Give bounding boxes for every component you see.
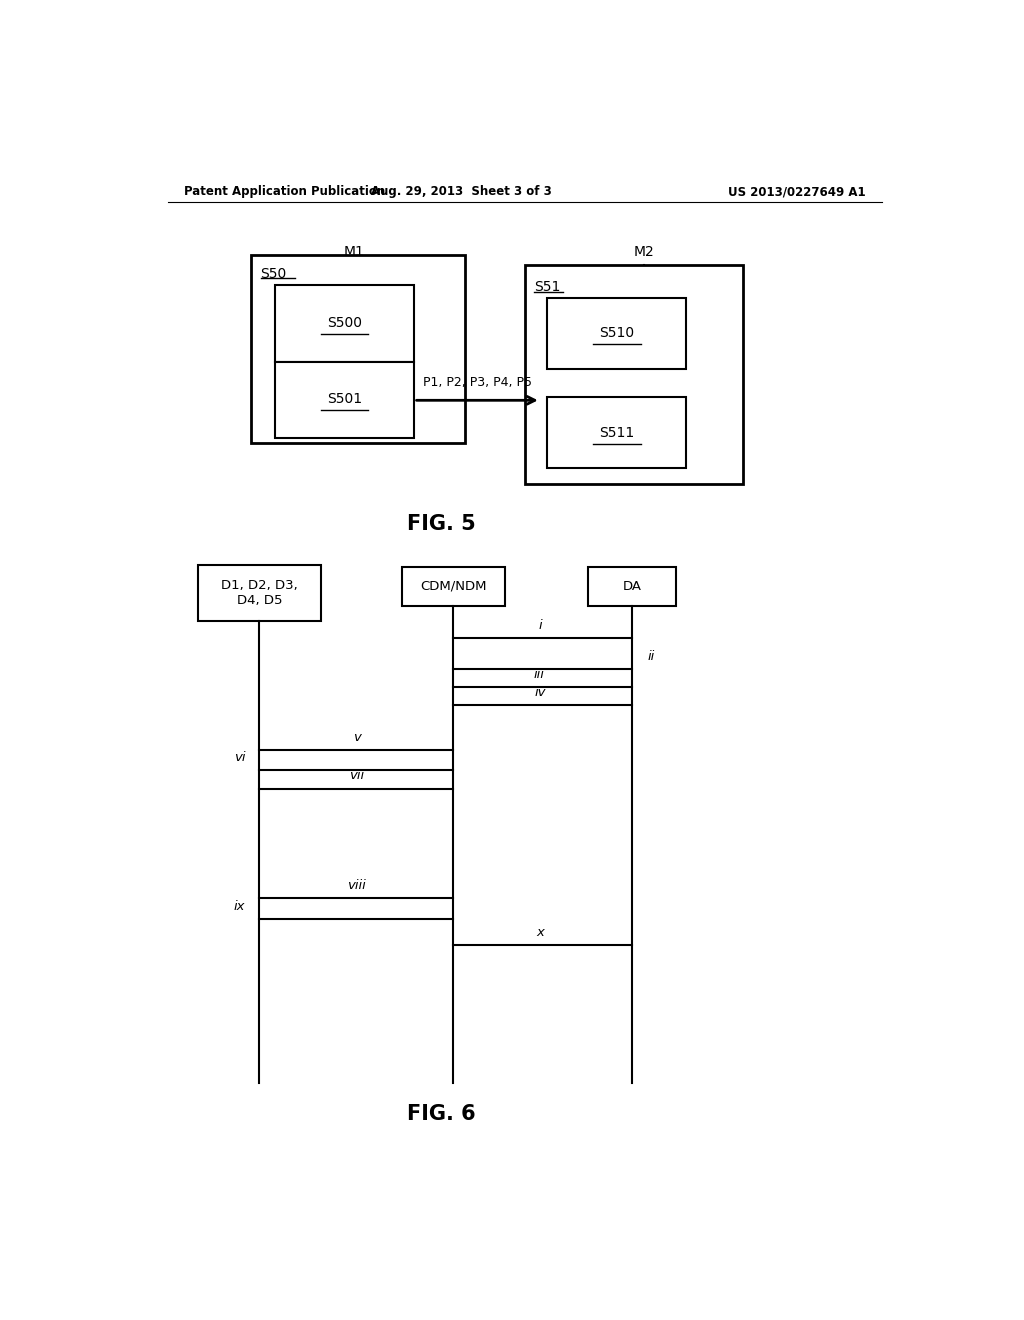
Text: M1: M1 <box>344 246 365 259</box>
Text: viii: viii <box>347 879 366 892</box>
Bar <box>547 297 686 368</box>
Bar <box>547 397 686 469</box>
Text: US 2013/0227649 A1: US 2013/0227649 A1 <box>728 185 866 198</box>
Bar <box>401 568 505 606</box>
Text: S50: S50 <box>260 267 287 281</box>
Bar <box>524 265 743 483</box>
Bar <box>198 565 321 620</box>
Text: iii: iii <box>534 668 545 681</box>
Text: ii: ii <box>648 649 655 663</box>
Bar <box>274 285 414 362</box>
Text: i: i <box>539 619 543 632</box>
Text: vi: vi <box>233 751 246 764</box>
Bar <box>251 255 465 444</box>
Text: Patent Application Publication: Patent Application Publication <box>183 185 385 198</box>
Text: DA: DA <box>623 579 641 593</box>
Text: vii: vii <box>349 770 365 783</box>
Text: S500: S500 <box>327 315 362 330</box>
Text: CDM/NDM: CDM/NDM <box>420 579 486 593</box>
Text: P1, P2, P3, P4, P5: P1, P2, P3, P4, P5 <box>423 376 531 389</box>
Text: D1, D2, D3,
D4, D5: D1, D2, D3, D4, D5 <box>221 579 298 607</box>
Bar <box>274 362 414 438</box>
Text: ix: ix <box>233 899 246 912</box>
Text: iv: iv <box>535 686 547 700</box>
Bar <box>588 568 676 606</box>
Text: M2: M2 <box>634 246 654 259</box>
Text: FIG. 5: FIG. 5 <box>408 515 476 535</box>
Text: S511: S511 <box>599 426 635 440</box>
Text: S510: S510 <box>599 326 635 341</box>
Text: FIG. 6: FIG. 6 <box>408 1104 476 1123</box>
Text: S501: S501 <box>327 392 362 407</box>
Text: x: x <box>537 927 545 939</box>
Text: v: v <box>352 731 360 744</box>
Text: S51: S51 <box>535 280 561 294</box>
Text: Aug. 29, 2013  Sheet 3 of 3: Aug. 29, 2013 Sheet 3 of 3 <box>371 185 552 198</box>
